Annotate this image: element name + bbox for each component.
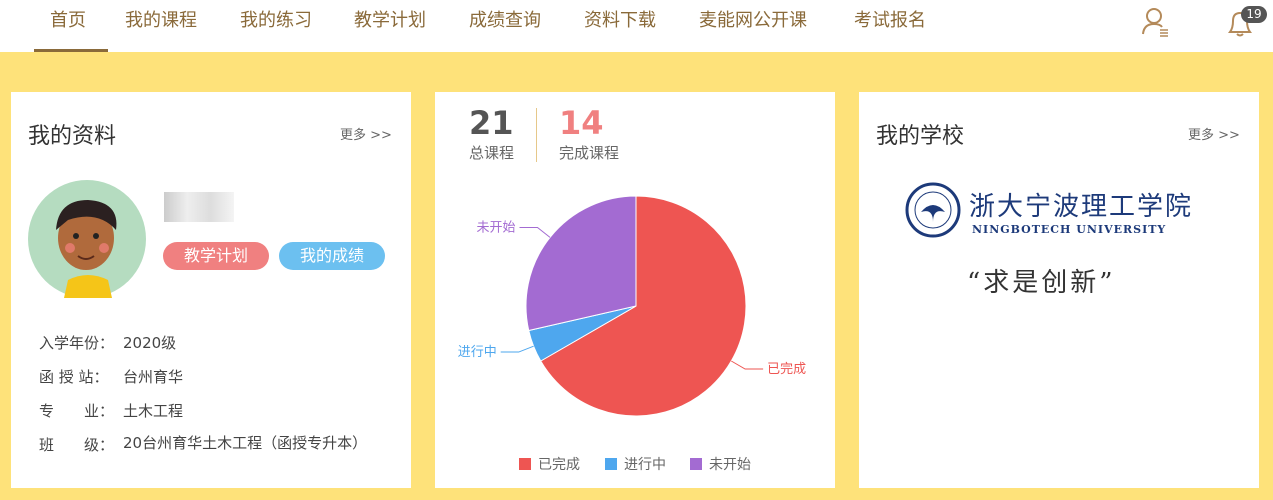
nav-item[interactable]: 麦能网公开课 — [699, 10, 807, 31]
bell-icon[interactable] — [1225, 6, 1255, 38]
leader-line — [731, 360, 764, 370]
nav-item[interactable]: 我的练习 — [240, 10, 312, 31]
more-link[interactable]: 更多 >> — [1188, 128, 1240, 143]
school-emblem — [905, 182, 961, 238]
info-value: 20台州育华土木工程（函授专升本） — [123, 434, 368, 452]
blurred-name — [164, 192, 234, 222]
profile-card: 我的资料 更多 >> 教学计划 我的成绩 入学年份： 2020级 函 授 站： … — [11, 92, 411, 488]
nav-item[interactable]: 教学计划 — [354, 10, 426, 31]
school-card: 我的学校 更多 >> 浙大宁波理工学院 NINGBOTECH UNIVERSIT… — [859, 92, 1259, 488]
more-link[interactable]: 更多 >> — [340, 128, 392, 143]
stat-label: 完成课程 — [559, 144, 620, 162]
leader-line — [519, 226, 551, 238]
stat-value: 21 — [469, 104, 514, 142]
nav-item[interactable]: 考试报名 — [854, 10, 926, 31]
pie-slice — [525, 195, 637, 332]
legend-label: 已完成 — [538, 457, 580, 473]
badge: 19 — [1241, 6, 1267, 23]
nav-bar: 首页 我的课程 我的练习 教学计划 成绩查询 资料下载 麦能网公开课 考试报名 … — [0, 0, 1273, 52]
user-icon[interactable] — [1140, 4, 1172, 38]
stat-value: 14 — [559, 104, 604, 142]
nav-underline — [34, 49, 108, 52]
info-label: 班 级： — [39, 436, 115, 454]
nav-item[interactable]: 我的课程 — [125, 10, 197, 31]
info-label: 专 业： — [39, 402, 115, 420]
info-value: 土木工程 — [123, 402, 184, 420]
legend-swatch — [690, 458, 702, 470]
slice-label: 进行中 — [458, 345, 497, 360]
course-card: 21 总课程 14 完成课程 已完成 进行中 未开始 已完成 进行中 未开始 — [435, 92, 835, 488]
card-title: 我的学校 — [876, 124, 965, 149]
nav-item[interactable]: 成绩查询 — [469, 10, 541, 31]
legend-swatch — [605, 458, 617, 470]
legend-label: 未开始 — [709, 457, 751, 473]
legend-swatch — [519, 458, 531, 470]
school-name-en: NINGBOTECH UNIVERSITY — [972, 223, 1167, 236]
slice-label: 已完成 — [767, 362, 806, 377]
info-value: 2020级 — [123, 334, 177, 352]
button[interactable]: 教学计划 — [163, 242, 269, 270]
info-value: 台州育华 — [123, 368, 184, 386]
legend-label: 进行中 — [624, 457, 666, 473]
school-name: 浙大宁波理工学院 — [969, 192, 1194, 222]
card-title: 我的资料 — [28, 124, 117, 149]
nav-item[interactable]: 首页 — [50, 10, 86, 31]
nav-item[interactable]: 资料下载 — [584, 10, 656, 31]
motto: “求是创新” — [967, 268, 1116, 298]
info-label: 函 授 站： — [39, 368, 109, 386]
divider — [536, 108, 537, 162]
avatar — [28, 180, 146, 298]
leader-line — [500, 345, 534, 353]
stat-label: 总课程 — [469, 144, 515, 162]
pie-slice — [540, 195, 747, 417]
slice-label: 未开始 — [476, 220, 515, 235]
button[interactable]: 我的成绩 — [279, 242, 385, 270]
info-label: 入学年份： — [39, 334, 115, 352]
